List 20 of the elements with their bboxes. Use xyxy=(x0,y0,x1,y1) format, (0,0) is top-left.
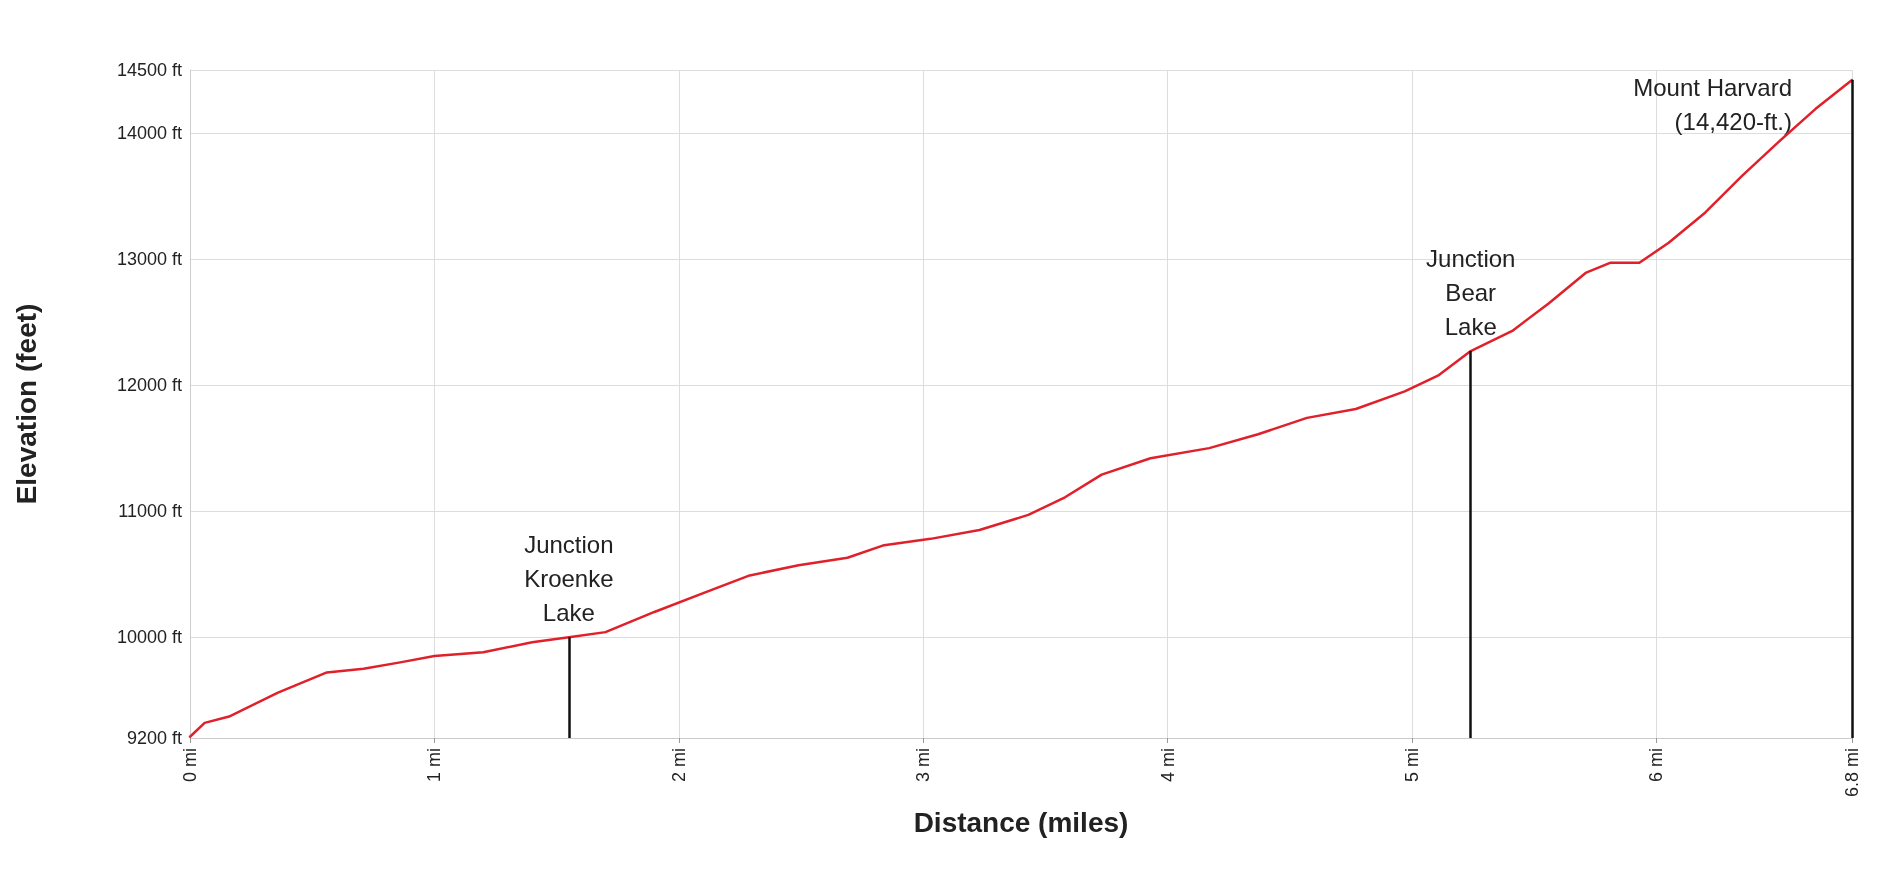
y-tick-label: 9200 ft xyxy=(126,728,182,748)
x-tick-label: 2 mi xyxy=(668,748,689,783)
x-tick-label: 0 mi xyxy=(180,748,200,783)
x-tick-label: 5 mi xyxy=(1402,748,1423,783)
y-tick-label: 12000 ft xyxy=(116,375,182,396)
x-axis-title: Distance (miles) xyxy=(913,806,1129,838)
y-tick-label: 14500 ft xyxy=(116,60,182,80)
x-tick-label: 3 mi xyxy=(913,748,934,783)
y-axis-title: Elevation (feet) xyxy=(10,303,42,505)
annotation: Junction Kroenke Lake xyxy=(524,530,614,626)
y-tick-label: 11000 ft xyxy=(118,501,182,522)
x-tick-label: 6.8 mi xyxy=(1842,748,1862,798)
y-tick-label: 10000 ft xyxy=(116,627,182,648)
annotation: Mount Harvard (14,420-ft.) xyxy=(1633,73,1792,135)
x-tick-label: 1 mi xyxy=(424,748,445,783)
x-tick-label: 4 mi xyxy=(1157,748,1178,783)
x-tick-label: 6 mi xyxy=(1646,748,1667,783)
annotation: Junction Bear Lake xyxy=(1426,244,1516,340)
y-tick-label: 14000 ft xyxy=(116,123,182,144)
y-tick-label: 13000 ft xyxy=(116,249,182,270)
